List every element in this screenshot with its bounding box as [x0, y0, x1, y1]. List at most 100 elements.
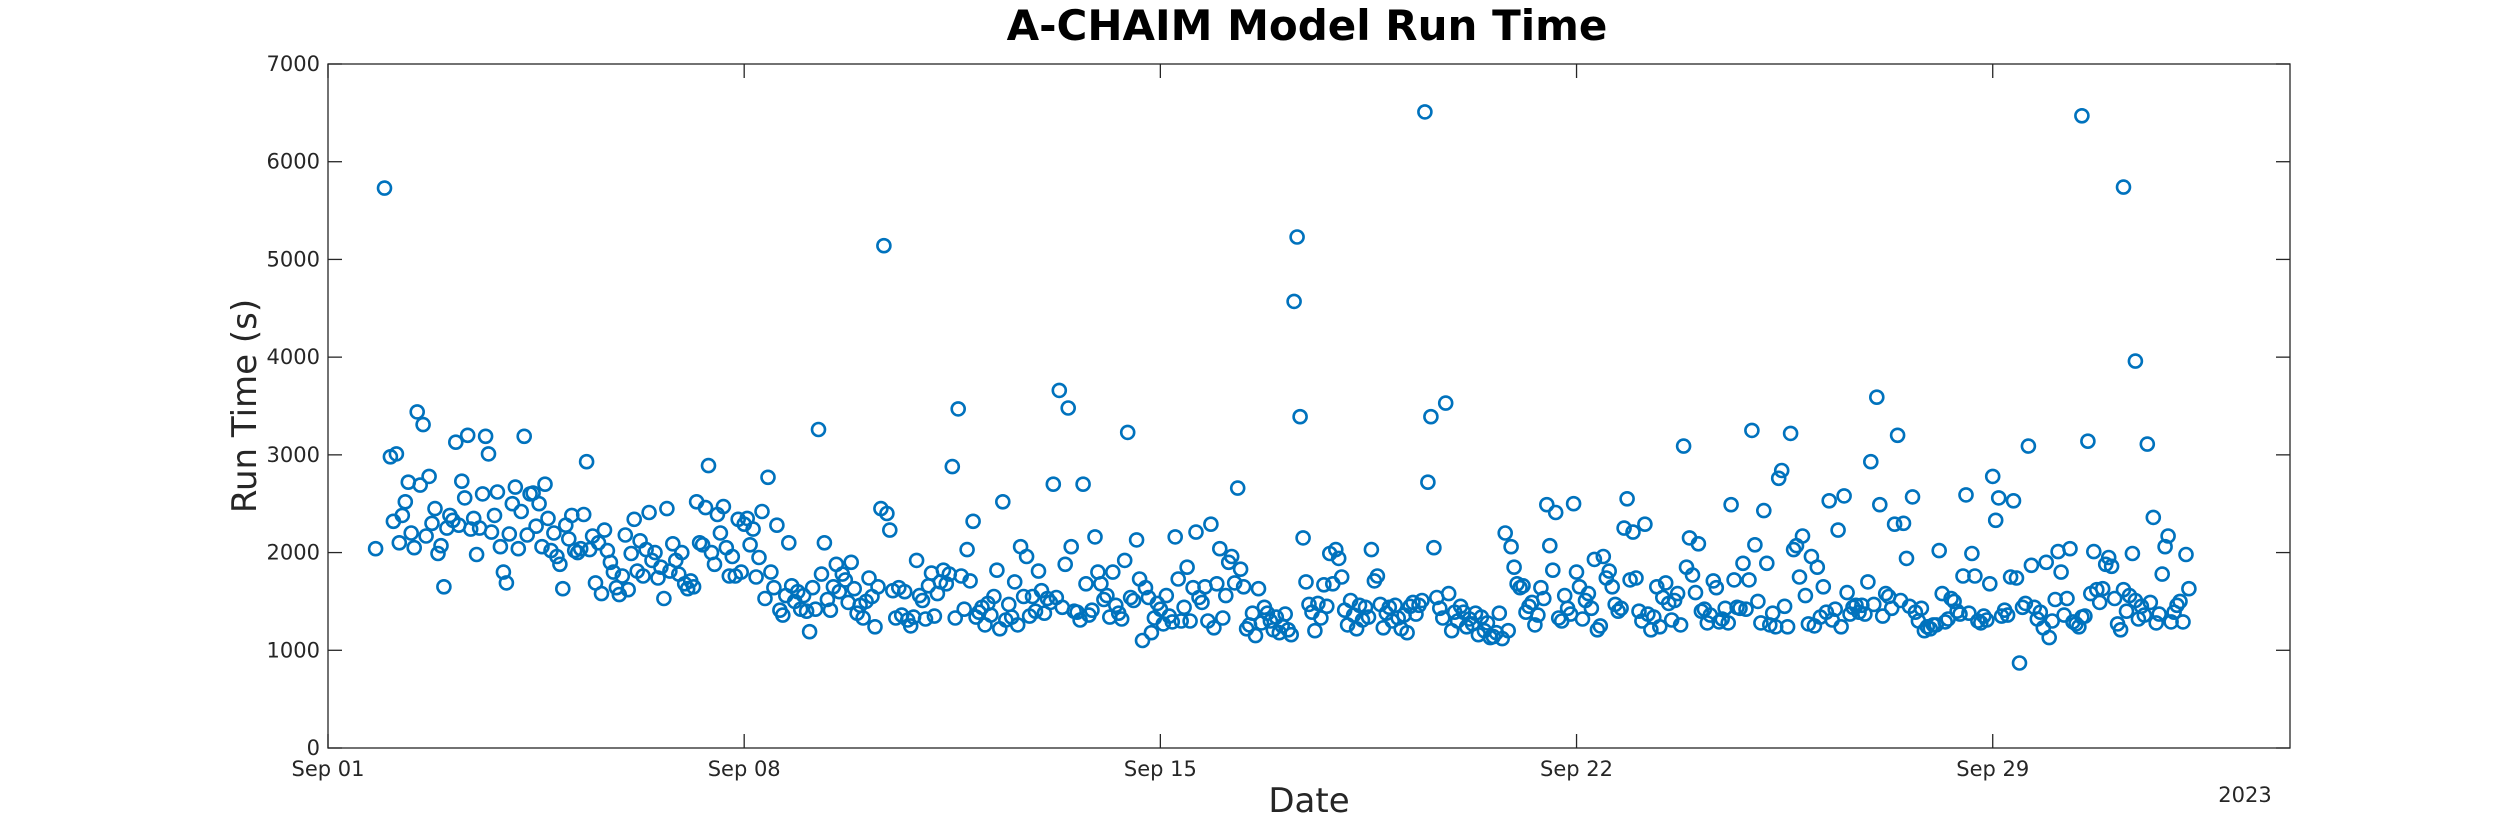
data-point — [926, 608, 943, 624]
data-point — [1206, 619, 1222, 636]
data-point — [1515, 577, 1531, 594]
data-point — [480, 446, 497, 462]
data-point — [1060, 400, 1076, 416]
data-point — [1782, 425, 1799, 442]
data-point — [575, 506, 592, 523]
x-tick-label: Sep 29 — [1956, 757, 2029, 781]
data-point — [430, 545, 446, 562]
data-point — [486, 507, 503, 524]
data-point — [459, 427, 476, 444]
data-point — [1209, 575, 1225, 592]
data-point — [780, 534, 797, 551]
data-point — [1500, 622, 1516, 639]
x-axis-title: Date — [1268, 781, 1349, 821]
data-point — [855, 610, 871, 626]
data-point — [1779, 618, 1796, 635]
data-point — [388, 446, 405, 462]
data-point — [1113, 611, 1130, 627]
x-tick-label: Sep 01 — [292, 757, 365, 781]
data-point — [1099, 587, 1115, 604]
data-point — [1889, 427, 1906, 444]
data-point — [742, 536, 758, 553]
data-point — [1999, 607, 2016, 623]
data-point — [751, 549, 767, 566]
data-point — [2115, 179, 2132, 195]
data-point — [1530, 607, 1546, 623]
data-point — [468, 546, 485, 563]
data-point — [1568, 564, 1585, 580]
data-point — [1542, 537, 1558, 554]
data-point — [578, 453, 595, 470]
data-point — [1863, 453, 1879, 470]
data-point — [492, 538, 509, 555]
data-point — [433, 537, 449, 554]
data-point — [745, 521, 761, 537]
data-point — [1122, 589, 1139, 606]
data-point — [462, 521, 479, 537]
data-point — [1212, 540, 1228, 557]
data-point — [534, 538, 550, 555]
data-point — [2127, 353, 2144, 369]
data-point — [1045, 476, 1062, 493]
data-point — [656, 590, 672, 607]
data-point — [2172, 593, 2188, 610]
data-point — [1839, 584, 1855, 601]
data-point — [647, 544, 663, 561]
data-point — [1720, 615, 1736, 631]
data-point — [2154, 566, 2170, 582]
data-point — [917, 611, 934, 627]
data-point — [1580, 585, 1597, 602]
data-point — [1637, 516, 1653, 533]
data-point — [531, 495, 547, 512]
data-point — [757, 590, 773, 607]
data-point — [1292, 408, 1308, 425]
y-tick-label: 5000 — [267, 247, 320, 271]
data-point — [1423, 408, 1439, 425]
data-point — [1057, 556, 1073, 573]
data-point — [2100, 549, 2117, 566]
data-point — [1744, 422, 1760, 439]
data-point — [1952, 606, 1968, 622]
data-point — [2139, 436, 2156, 452]
data-point — [560, 531, 577, 547]
data-point — [498, 575, 515, 591]
data-point — [944, 458, 961, 475]
data-point — [501, 526, 518, 542]
data-point — [1931, 542, 1947, 559]
data-point — [1741, 572, 1757, 588]
data-point — [1051, 382, 1068, 399]
data-point — [1313, 610, 1329, 626]
x-tick-label: Sep 22 — [1540, 757, 1613, 781]
data-point — [2041, 629, 2057, 646]
data-point — [1886, 516, 1903, 533]
data-point — [1747, 536, 1763, 553]
data-point — [1420, 474, 1436, 491]
data-point — [694, 536, 711, 553]
data-point — [1298, 574, 1314, 590]
data-point — [1316, 576, 1332, 593]
data-point — [412, 477, 429, 493]
data-point — [391, 534, 408, 551]
data-point — [1503, 538, 1519, 555]
data-point — [1203, 516, 1219, 533]
data-point — [596, 522, 613, 538]
data-point — [733, 564, 750, 580]
data-point — [1631, 603, 1647, 620]
data-point — [1259, 605, 1276, 622]
data-point — [1961, 605, 1977, 622]
data-point — [489, 484, 506, 500]
data-point — [2008, 570, 2025, 586]
data-point — [397, 493, 414, 510]
data-point — [2103, 558, 2120, 575]
x-axis-year-label: 2023 — [2218, 783, 2271, 807]
y-tick-label: 3000 — [267, 443, 320, 467]
data-point — [1595, 548, 1612, 565]
data-point — [1093, 575, 1109, 592]
data-point — [453, 473, 470, 490]
data-point — [1116, 552, 1133, 569]
data-point — [1301, 596, 1317, 613]
data-point — [1491, 605, 1508, 622]
data-point — [1539, 496, 1555, 513]
data-point — [1601, 563, 1617, 579]
data-point — [1753, 615, 1769, 631]
